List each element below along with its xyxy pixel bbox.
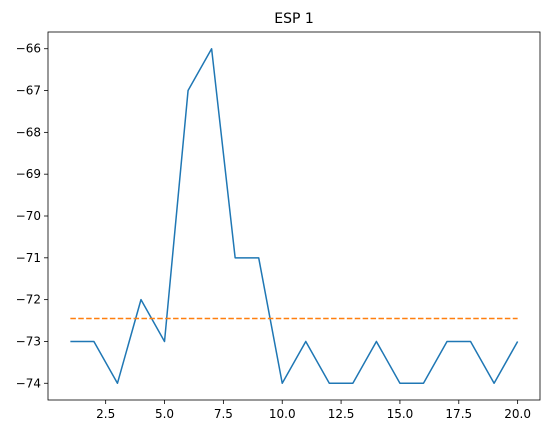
x-tick-label: 10.0 xyxy=(269,407,296,421)
y-tick-label: −66 xyxy=(16,42,41,56)
y-axis: −74 −73 −72 −71 −70 −69 −68 −67 −66 xyxy=(16,42,48,390)
x-tick-label: 5.0 xyxy=(155,407,174,421)
y-tick-label: −72 xyxy=(16,293,41,307)
y-tick-label: −74 xyxy=(16,376,41,390)
series-line-1 xyxy=(70,47,519,385)
y-tick-label: −70 xyxy=(16,209,41,223)
y-tick-label: −67 xyxy=(16,84,41,98)
x-tick-label: 20.0 xyxy=(504,407,531,421)
chart-title: ESP 1 xyxy=(274,11,314,27)
y-tick-label: −71 xyxy=(16,251,41,265)
plot-frame xyxy=(47,31,541,401)
x-tick-label: 15.0 xyxy=(387,407,414,421)
y-tick-label: −68 xyxy=(16,125,41,139)
x-tick-label: 7.5 xyxy=(214,407,233,421)
x-tick-label: 12.5 xyxy=(328,407,355,421)
x-axis: 2.5 5.0 7.5 10.0 12.5 15.0 17.5 20.0 xyxy=(96,400,531,421)
y-tick-label: −73 xyxy=(16,334,41,348)
x-tick-label: 17.5 xyxy=(445,407,472,421)
series-layer xyxy=(70,47,519,385)
x-tick-label: 2.5 xyxy=(96,407,115,421)
y-tick-label: −69 xyxy=(16,167,41,181)
